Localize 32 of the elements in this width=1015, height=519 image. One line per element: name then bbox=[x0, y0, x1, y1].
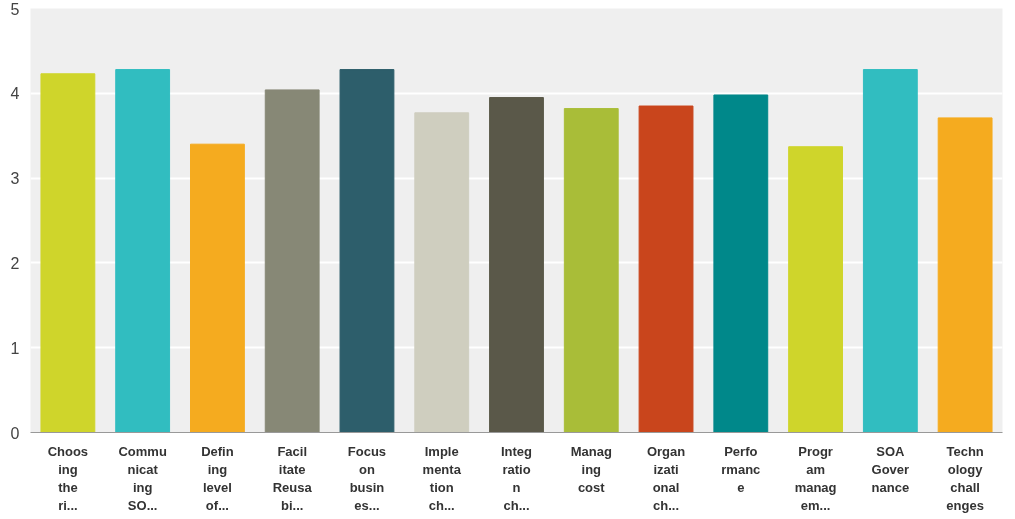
x-tick-label: Focus on busin es... bbox=[347, 443, 387, 513]
bar bbox=[190, 143, 245, 433]
bar bbox=[713, 94, 769, 433]
bar bbox=[339, 69, 395, 433]
y-tick-label: 0 bbox=[10, 424, 20, 442]
bar bbox=[788, 146, 843, 433]
x-tick-label: Organ izati onal ch... bbox=[646, 443, 686, 513]
bar bbox=[489, 97, 544, 433]
x-tick-label: Defin ing level of... bbox=[201, 443, 234, 513]
x-tick-label: Perfo rmanc e bbox=[721, 443, 761, 495]
bar bbox=[862, 69, 918, 433]
x-tick-label: Manag ing cost bbox=[570, 443, 612, 495]
bar bbox=[638, 105, 694, 433]
y-tick-label: 2 bbox=[10, 254, 20, 272]
x-tick-label: Imple menta tion ch... bbox=[422, 443, 462, 513]
bar bbox=[937, 117, 993, 433]
bar bbox=[563, 108, 619, 433]
x-tick-label: Choos ing the ri... bbox=[47, 443, 89, 513]
x-tick-label: Progr am manag em... bbox=[794, 443, 837, 513]
bar bbox=[40, 73, 96, 433]
x-tick-label: Integ ratio n ch... bbox=[500, 443, 533, 513]
y-tick-label: 4 bbox=[10, 85, 20, 103]
bar bbox=[414, 112, 470, 433]
x-tick-label: Techn ology chall enges bbox=[946, 443, 984, 513]
x-tick-label: Commu nicat ing SO... bbox=[118, 443, 167, 513]
x-tick-label: Facil itate Reusa bi... bbox=[272, 443, 313, 513]
y-tick-label: 3 bbox=[10, 170, 20, 188]
y-tick-label: 1 bbox=[10, 339, 20, 357]
y-tick-label: 5 bbox=[10, 0, 20, 18]
bar bbox=[115, 69, 171, 433]
x-tick-label: SOA Gover nance bbox=[871, 443, 910, 495]
bar bbox=[264, 89, 320, 433]
